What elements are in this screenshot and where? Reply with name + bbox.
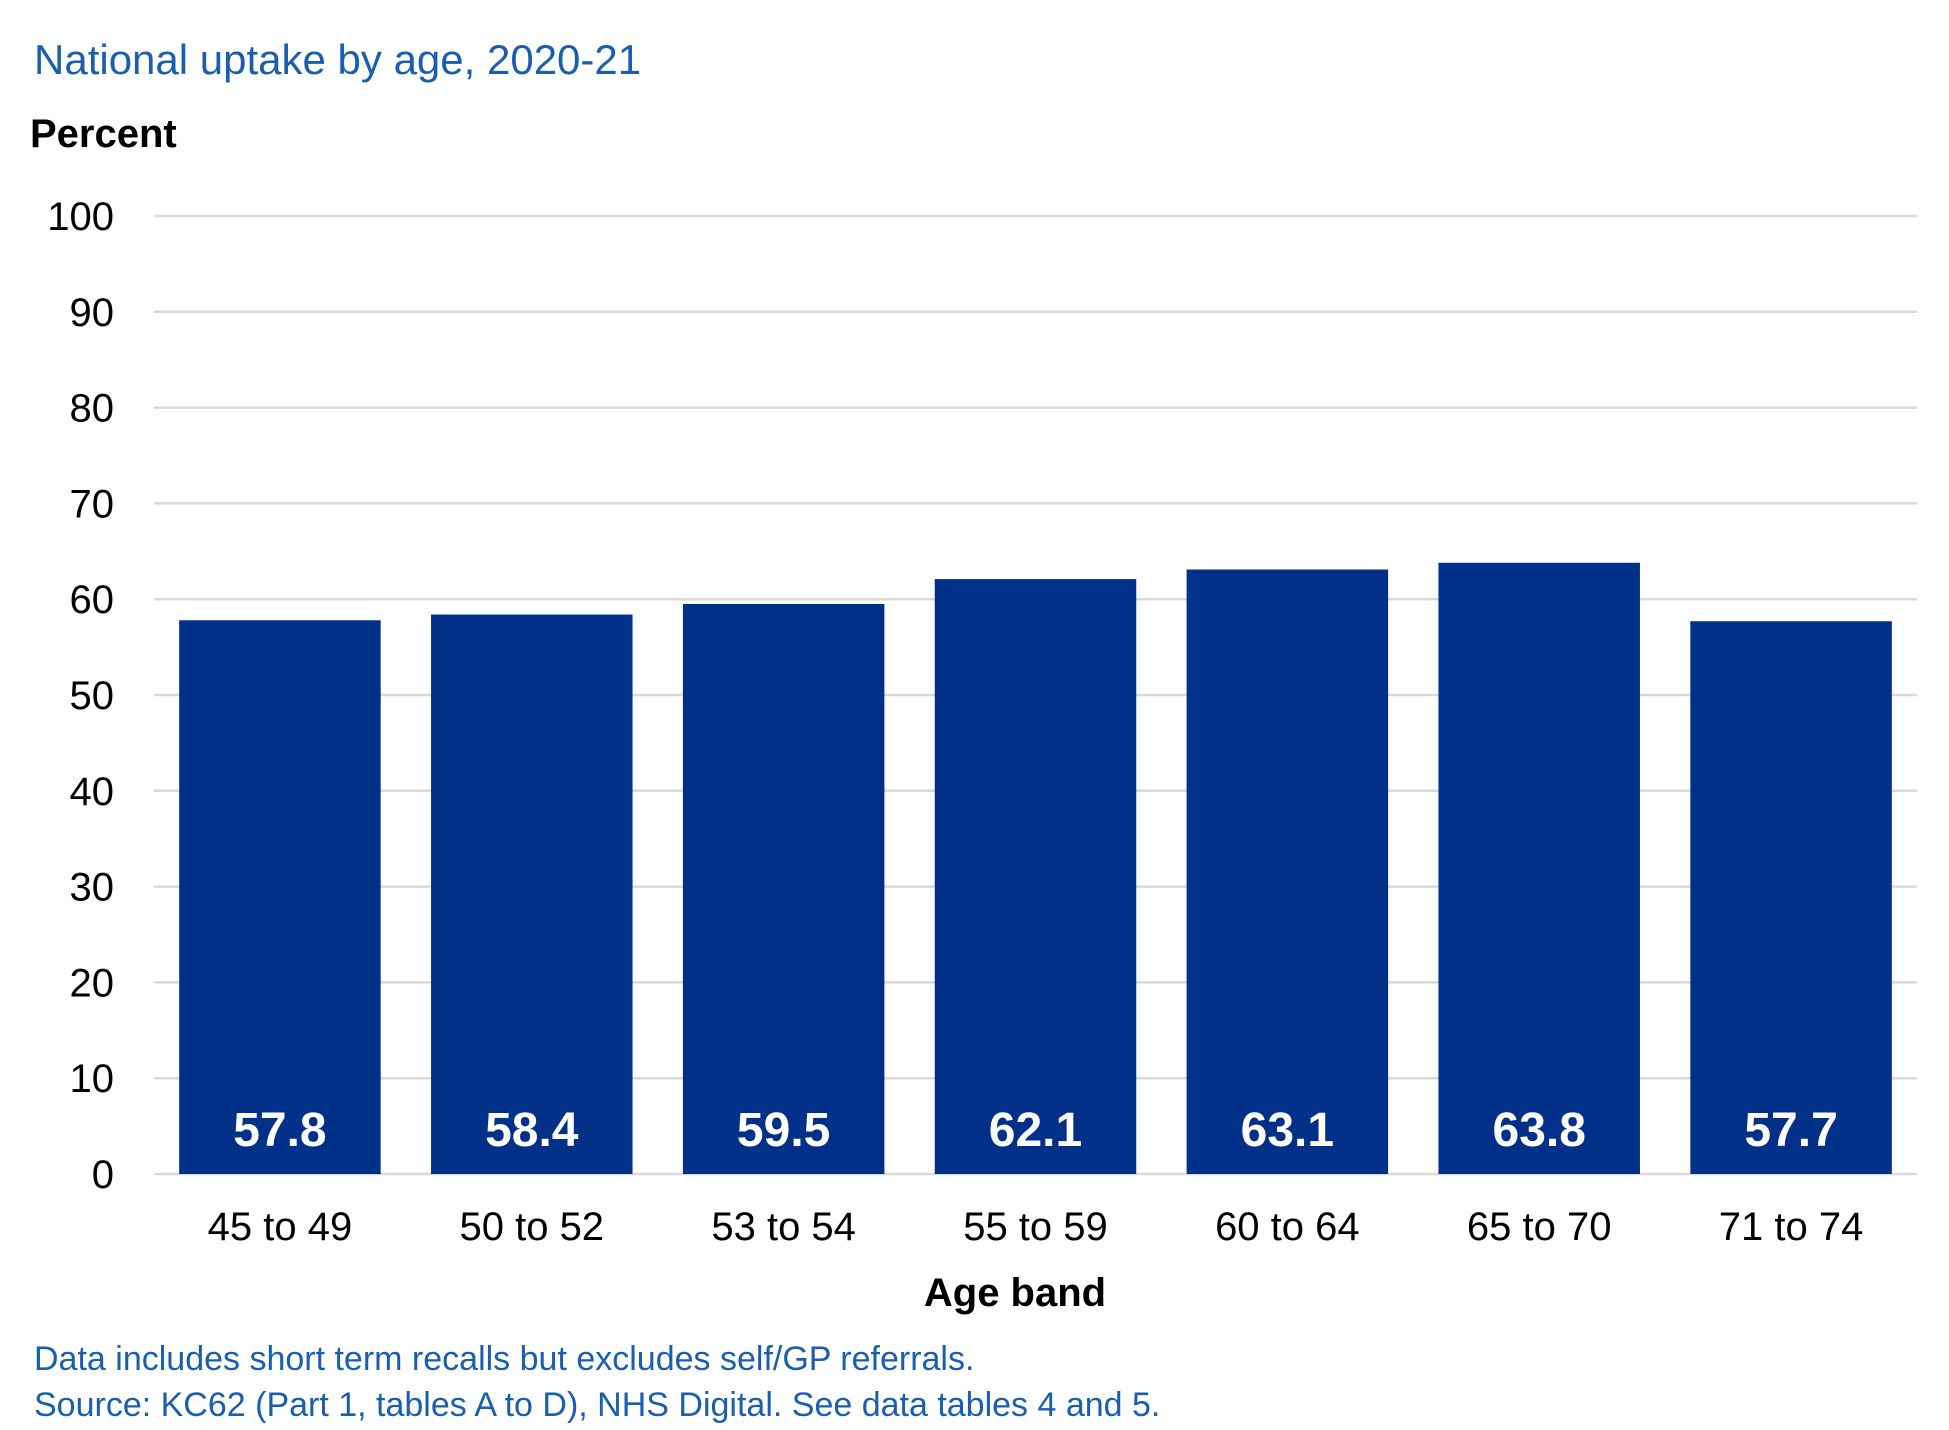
- y-tick-label: 10: [70, 1057, 115, 1101]
- y-tick-label: 60: [70, 578, 115, 622]
- bars: 57.8 58.4 59.5 62.1 63.1 63.8 57.7: [179, 562, 1892, 1174]
- data-label: 63.1: [1241, 1104, 1334, 1157]
- x-tick-label: 65 to 70: [1467, 1205, 1612, 1249]
- y-tick-label: 0: [92, 1153, 114, 1197]
- y-tick-label: 50: [70, 674, 115, 718]
- bar: [1186, 569, 1389, 1174]
- bar: [1690, 621, 1892, 1174]
- x-axis-label: Age band: [924, 1271, 1106, 1315]
- y-axis-label: Percent: [30, 112, 177, 156]
- x-tick-label: 60 to 64: [1215, 1205, 1360, 1249]
- y-tick-label: 100: [47, 195, 114, 239]
- y-tick-label: 30: [70, 866, 115, 910]
- data-label: 57.8: [233, 1104, 326, 1157]
- footnote-source: Source: KC62 (Part 1, tables A to D), NH…: [34, 1386, 1161, 1424]
- bar: [179, 620, 381, 1174]
- chart-title: National uptake by age, 2020-21: [34, 36, 642, 83]
- x-tick-label: 45 to 49: [208, 1205, 353, 1249]
- data-label: 59.5: [737, 1104, 830, 1157]
- x-tick-label: 71 to 74: [1719, 1205, 1864, 1249]
- y-tick-label: 40: [70, 770, 115, 814]
- y-tick-label: 70: [70, 482, 115, 526]
- y-tick-labels: 0 10 20 30 40 50 60 70 80 90 100: [47, 195, 114, 1197]
- bar: [1438, 562, 1640, 1174]
- x-tick-label: 53 to 54: [711, 1205, 856, 1249]
- data-label: 58.4: [485, 1104, 579, 1157]
- data-label: 57.7: [1744, 1104, 1837, 1157]
- bar: [682, 603, 885, 1174]
- y-tick-label: 90: [70, 291, 115, 335]
- bar: [431, 614, 633, 1174]
- data-label: 63.8: [1493, 1104, 1586, 1157]
- y-tick-label: 80: [70, 387, 115, 431]
- y-tick-label: 20: [70, 961, 115, 1005]
- x-tick-label: 50 to 52: [459, 1205, 604, 1249]
- x-tick-labels: 45 to 49 50 to 52 53 to 54 55 to 59 60 to 64…: [208, 1205, 1864, 1249]
- bar: [934, 579, 1137, 1174]
- data-label: 62.1: [989, 1104, 1082, 1157]
- x-tick-label: 55 to 59: [963, 1205, 1108, 1249]
- footnote-data: Data includes short term recalls but exc…: [34, 1340, 975, 1378]
